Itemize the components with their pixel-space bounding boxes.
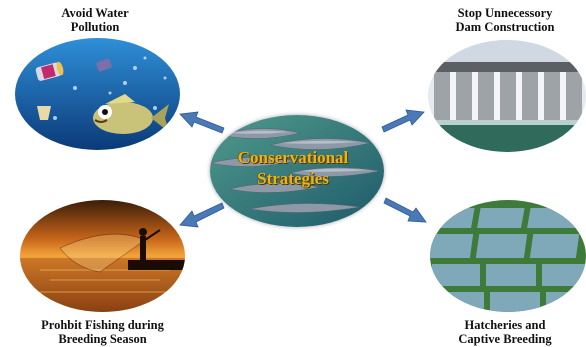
label-line: Dam Construction	[455, 20, 555, 34]
label-line: Captive Breeding	[458, 332, 552, 346]
dam-image	[428, 40, 586, 152]
arrow-to-fishing	[179, 202, 225, 228]
strategy-label-avoid-water-pollution: Avoid Water Pollution	[20, 6, 170, 34]
arrow-to-pollution	[179, 111, 225, 134]
strategy-label-stop-dam-construction: Stop Unnecessory Dam Construction	[425, 6, 585, 34]
label-line: Prohbit Fishing during	[41, 318, 164, 332]
label-line: Stop Unnecessory	[457, 6, 553, 20]
arrow-to-hatchery	[383, 197, 427, 223]
center-title-line: Conservational	[237, 148, 349, 167]
label-line: Hatcheries and	[464, 318, 546, 332]
label-line: Avoid Water	[61, 6, 129, 20]
label-line: Pollution	[70, 20, 120, 34]
center-fish-image	[210, 115, 384, 227]
fishing-image	[20, 200, 185, 312]
hatchery-image	[430, 200, 586, 312]
arrow-to-dam	[381, 109, 425, 133]
center-title: Conservational Strategies	[213, 147, 373, 189]
strategy-label-prohibit-fishing: Prohbit Fishing during Breeding Season	[5, 318, 200, 346]
center-title-line: Strategies	[257, 169, 329, 188]
label-line: Breeding Season	[58, 332, 147, 346]
pollution-image	[15, 38, 180, 150]
strategy-label-hatcheries: Hatcheries and Captive Breeding	[425, 318, 585, 346]
